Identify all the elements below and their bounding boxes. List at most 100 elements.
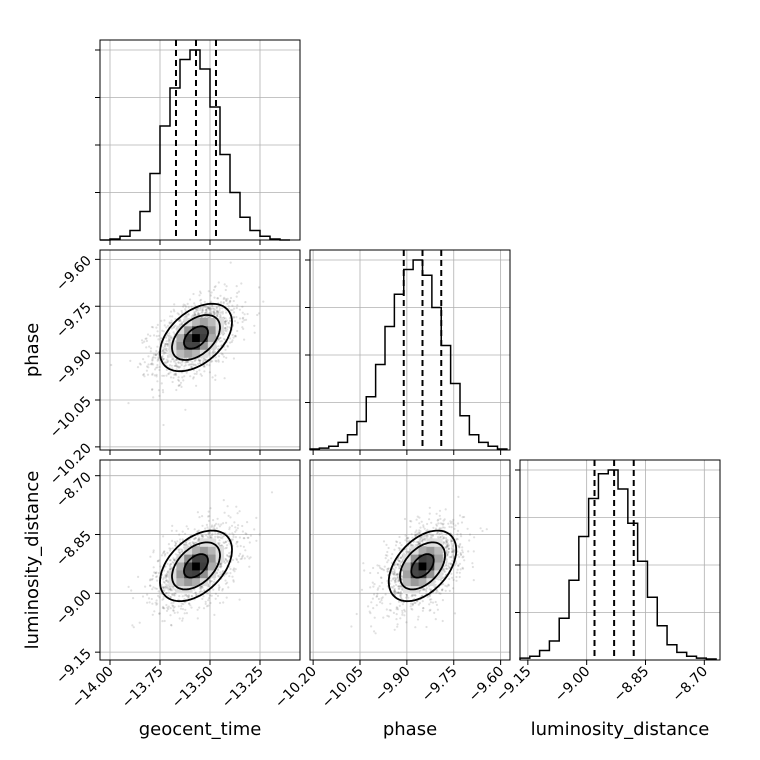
- scatter-point: [169, 549, 172, 552]
- scatter-point: [458, 575, 461, 579]
- scatter-point: [448, 577, 451, 581]
- scatter-point: [207, 604, 210, 607]
- scatter-point: [386, 568, 389, 571]
- scatter-point: [232, 299, 235, 303]
- scatter-point: [407, 596, 410, 599]
- scatter-point: [446, 544, 449, 547]
- density-cell: [207, 333, 217, 342]
- scatter-point: [157, 389, 160, 392]
- scatter-point: [435, 603, 438, 607]
- scatter-point: [209, 579, 212, 583]
- scatter-point: [396, 623, 399, 626]
- scatter-point: [394, 580, 398, 583]
- scatter-point: [183, 543, 186, 547]
- scatter-point: [217, 542, 220, 545]
- scatter-point: [147, 355, 150, 358]
- scatter-point: [156, 560, 159, 563]
- scatter-point: [181, 530, 184, 533]
- scatter-point: [439, 592, 442, 595]
- scatter-point: [227, 539, 230, 542]
- scatter-point: [178, 595, 181, 598]
- scatter-point: [418, 531, 421, 535]
- scatter-point: [166, 343, 169, 346]
- scatter-point: [194, 310, 198, 313]
- scatter-point: [226, 345, 229, 348]
- scatter-point: [180, 385, 183, 388]
- density-cell: [199, 569, 209, 579]
- density-cell: [207, 325, 217, 335]
- scatter-point: [151, 388, 154, 391]
- scatter-point: [166, 324, 170, 327]
- scatter-point: [157, 334, 160, 337]
- scatter-point: [213, 313, 216, 316]
- scatter-point: [165, 575, 168, 578]
- scatter-point: [224, 298, 227, 301]
- scatter-point: [456, 533, 459, 536]
- scatter-point: [166, 361, 169, 364]
- scatter-point: [177, 549, 180, 552]
- scatter-point: [201, 534, 204, 537]
- scatter-point: [390, 561, 393, 565]
- scatter-point: [407, 551, 410, 554]
- scatter-point: [397, 573, 400, 576]
- scatter-point: [457, 564, 460, 567]
- scatter-point: [162, 535, 165, 538]
- scatter-point: [422, 587, 425, 590]
- scatter-point: [395, 618, 398, 621]
- scatter-point: [243, 557, 246, 560]
- scatter-point: [175, 368, 178, 371]
- scatter-point: [417, 541, 420, 544]
- scatter-point: [411, 593, 414, 597]
- scatter-point: [371, 581, 374, 584]
- scatter-point: [445, 549, 448, 552]
- scatter-point: [461, 549, 464, 552]
- scatter-point: [207, 510, 210, 513]
- scatter-point: [148, 345, 151, 348]
- scatter-point: [207, 597, 211, 600]
- scatter-point: [231, 558, 235, 562]
- scatter-point: [212, 311, 215, 314]
- scatter-point: [195, 372, 198, 375]
- scatter-point: [201, 308, 204, 311]
- scatter-point: [170, 327, 173, 330]
- scatter-point: [215, 306, 218, 309]
- scatter-point: [226, 328, 229, 331]
- scatter-point: [171, 380, 174, 384]
- scatter-point: [184, 532, 187, 535]
- scatter-point: [178, 533, 181, 536]
- scatter-point: [413, 601, 416, 605]
- scatter-point: [233, 335, 237, 338]
- scatter-point: [195, 593, 198, 596]
- scatter-point: [166, 360, 169, 363]
- scatter-point: [229, 516, 232, 519]
- scatter-point: [138, 621, 141, 624]
- scatter-point: [398, 547, 401, 550]
- x-tick-label: −13.25: [219, 664, 267, 712]
- scatter-point: [168, 588, 172, 591]
- scatter-point: [439, 522, 442, 525]
- scatter-point: [397, 572, 400, 575]
- scatter-point: [140, 339, 144, 342]
- scatter-point: [435, 591, 438, 594]
- contour-level-1: [183, 553, 209, 579]
- scatter-point: [158, 365, 161, 369]
- scatter-point: [169, 589, 172, 592]
- scatter-point: [169, 360, 172, 363]
- scatter-point: [156, 358, 159, 361]
- scatter-point: [458, 546, 461, 549]
- scatter-point: [162, 552, 165, 555]
- scatter-point: [198, 361, 201, 365]
- scatter-point: [193, 541, 196, 544]
- scatter-point: [164, 587, 167, 590]
- scatter-point: [174, 324, 177, 327]
- scatter-point: [228, 555, 231, 558]
- density-cell: [192, 569, 201, 579]
- scatter-point: [174, 339, 177, 342]
- density-cell: [184, 333, 193, 342]
- scatter-point: [419, 536, 422, 539]
- scatter-point: [380, 581, 384, 584]
- scatter-point: [169, 565, 172, 568]
- scatter-point: [152, 363, 155, 366]
- scatter-point: [167, 338, 170, 341]
- scatter-point: [157, 594, 160, 598]
